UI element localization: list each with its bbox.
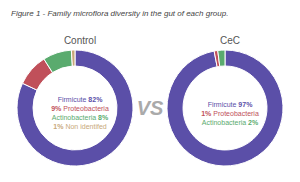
svg-text:Proteobacteria: Proteobacteria — [61, 105, 109, 112]
svg-text:CeC: CeC — [220, 35, 240, 46]
svg-text:1%: 1% — [201, 109, 212, 117]
svg-text:Proteobacteria: Proteobacteria — [211, 110, 259, 117]
svg-text:9%: 9% — [51, 105, 62, 112]
svg-text:2%: 2% — [248, 119, 259, 126]
svg-text:Actinobacteria: Actinobacteria — [52, 114, 98, 121]
svg-text:Figure 1 - Family microflora d: Figure 1 - Family microflora diversity i… — [11, 9, 228, 18]
svg-text:1%: 1% — [53, 123, 64, 130]
svg-text:82%: 82% — [88, 96, 103, 103]
svg-text:8%: 8% — [98, 114, 109, 121]
svg-text:VS: VS — [137, 97, 164, 119]
svg-text:Actinobacteria: Actinobacteria — [202, 119, 248, 126]
svg-text:Firmicute: Firmicute — [58, 96, 89, 103]
svg-text:Non identifed: Non identifed — [63, 123, 106, 130]
svg-text:Firmicute: Firmicute — [208, 101, 239, 108]
svg-text:97%: 97% — [238, 101, 253, 108]
svg-text:Control: Control — [64, 35, 96, 46]
